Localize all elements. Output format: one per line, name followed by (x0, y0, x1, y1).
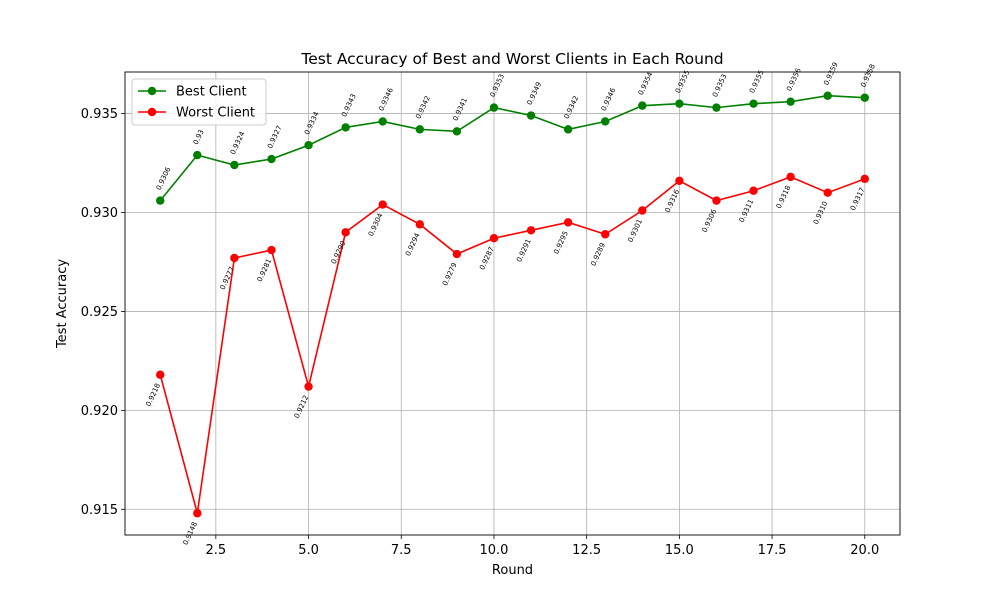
y-tick-label: 0.920 (81, 404, 118, 419)
data-point (675, 176, 684, 186)
data-point (712, 196, 721, 205)
data-point (786, 172, 795, 182)
data-point (526, 226, 536, 235)
data-point (638, 101, 647, 110)
plot-frame (124, 71, 901, 536)
series-line (159, 94, 865, 202)
data-point (415, 125, 424, 134)
data-point (526, 111, 536, 120)
x-tick-label: 10.0 (479, 543, 508, 558)
data-point (489, 234, 499, 243)
legend-label: Best Client (176, 85, 247, 100)
x-tick-label: 12.5 (572, 543, 601, 558)
data-point (230, 253, 239, 263)
y-tick-label: 0.925 (81, 305, 118, 320)
data-point (749, 186, 758, 195)
data-point (304, 141, 313, 150)
data-point (675, 99, 684, 108)
data-point (601, 230, 610, 239)
data-point (786, 97, 795, 106)
legend-label: Worst Client (176, 106, 255, 121)
data-point (452, 127, 462, 136)
x-tick-label: 17.5 (758, 543, 787, 558)
data-point (267, 154, 276, 164)
chart-title: Test Accuracy of Best and Worst Clients … (300, 50, 723, 68)
data-point (378, 117, 387, 126)
data-point (193, 150, 202, 160)
y-tick-label: 0.935 (81, 107, 118, 122)
data-point (156, 370, 165, 379)
x-tick-label: 20.0 (850, 543, 879, 558)
x-tick-label: 7.5 (391, 543, 412, 558)
x-axis-label: Round (492, 563, 533, 578)
data-point (860, 174, 869, 184)
data-point (860, 93, 869, 102)
data-point (452, 249, 462, 259)
data-point (193, 509, 202, 518)
legend-marker (147, 107, 157, 117)
y-tick-label: 0.915 (81, 503, 118, 518)
legend-item: Best Client (138, 85, 247, 100)
data-point (712, 103, 721, 112)
data-point (601, 117, 610, 126)
x-tick-label: 15.0 (665, 543, 694, 558)
legend: Best Client Worst Client (131, 78, 267, 126)
data-point (823, 188, 832, 197)
data-point (415, 220, 424, 229)
data-point (823, 91, 832, 100)
data-point (378, 200, 387, 209)
data-point (341, 228, 350, 237)
x-tick-label: 2.5 (206, 543, 227, 558)
series-line (159, 176, 866, 514)
legend-item: Worst Client (138, 106, 255, 121)
y-tick-label: 0.930 (81, 206, 118, 221)
grid-lines (125, 72, 900, 535)
data-point (341, 123, 350, 132)
data-point (563, 218, 573, 227)
legend-marker (147, 86, 157, 96)
data-point (563, 125, 573, 134)
y-axis-label: Test Accuracy (55, 259, 70, 349)
data-point (156, 196, 165, 205)
axis-ticks: 2.5 5.0 7.5 10.0 12.5 15.0 17.5 20.0 0.915 0.920 0… (81, 107, 879, 558)
x-tick-label: 5.0 (298, 543, 319, 558)
data-point (267, 245, 276, 255)
data-point (638, 206, 647, 215)
data-point (230, 160, 239, 170)
data-point (749, 99, 758, 108)
data-point (304, 382, 313, 391)
data-point (489, 103, 499, 112)
